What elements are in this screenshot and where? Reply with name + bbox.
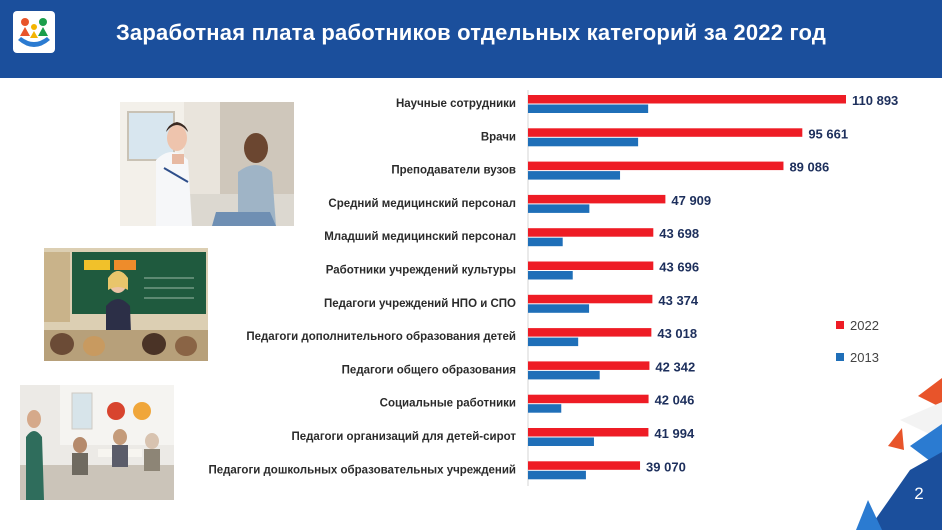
social-worker-meeting-photo [20,385,174,500]
value-label-2022: 47 909 [671,193,711,208]
value-label-2022: 42 046 [655,393,695,408]
page-number: 2 [914,484,924,503]
category-label: Работники учреждений культуры [326,265,516,277]
bar-2013 [528,104,649,113]
category-label: Социальные работники [380,398,516,410]
bar-2022 [528,361,650,370]
page-title: Заработная плата работников отдельных ка… [115,20,827,45]
bar-2013 [528,271,573,280]
legend-label-2013: 2013 [850,350,879,365]
bar-2022 [528,228,654,237]
category-label: Врачи [481,131,516,143]
bar-2013 [528,204,590,213]
category-label: Научные сотрудники [396,98,516,110]
category-label: Педагоги учреждений НПО и СПО [324,298,516,310]
header-bar [0,0,942,78]
value-label-2022: 41 994 [654,426,695,441]
bar-2022 [528,261,654,270]
category-label: Младший медицинский персонал [324,231,516,243]
value-label-2022: 42 342 [655,359,695,374]
bar-2022 [528,428,649,437]
bar-2013 [528,370,600,380]
legend-2013: 2013 [836,350,879,365]
bar-2013 [528,337,579,347]
bar-2022 [528,328,652,337]
category-label: Преподаватели вузов [391,165,516,177]
value-label-2022: 43 696 [659,260,699,275]
teacher-classroom-photo [44,248,208,361]
bar-2022 [528,161,784,171]
bar-2022 [528,461,641,470]
value-label-2022: 110 893 [852,93,898,108]
legend-swatch-2013 [836,353,844,361]
category-label: Педагоги дополнительного образования дет… [246,331,516,343]
bar-2022 [528,95,846,104]
bar-2013 [528,470,586,480]
bar-2013 [528,304,590,313]
value-label-2022: 89 086 [789,160,829,175]
category-label: Педагоги общего образования [342,364,516,376]
legend-2022: 2022 [836,318,879,333]
value-label-2022: 43 698 [659,226,699,241]
bar-2013 [528,437,594,446]
doctor-patient-photo [120,102,294,226]
value-label-2022: 43 018 [657,326,697,341]
legend-label-2022: 2022 [850,318,879,333]
category-label: Педагоги дошкольных образовательных учре… [208,464,516,476]
family-hands-logo-icon [13,11,55,53]
bar-2013 [528,171,621,180]
bar-2013 [528,137,639,147]
value-label-2022: 95 661 [808,126,848,141]
category-label: Средний медицинский персонал [328,198,516,210]
bar-2022 [528,194,666,204]
bar-2013 [528,237,563,247]
legend-swatch-2022 [836,321,844,329]
category-label: Педагоги организаций для детей-сирот [291,431,516,443]
bar-2022 [528,294,653,304]
bar-2022 [528,394,649,404]
bar-2013 [528,404,562,413]
value-label-2022: 39 070 [646,459,686,474]
value-label-2022: 43 374 [658,293,699,308]
bar-2022 [528,128,803,137]
